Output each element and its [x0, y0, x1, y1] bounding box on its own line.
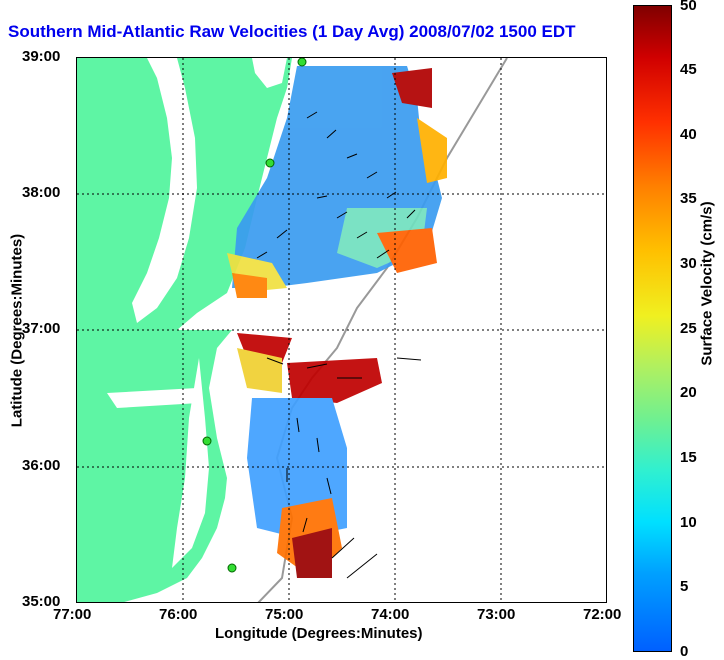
y-tick-label: 36:00: [22, 457, 61, 474]
x-tick-label: 76:00: [159, 606, 198, 623]
colorbar-label: Surface Velocity (cm/s): [698, 201, 716, 366]
colorbar-tick: 5: [680, 578, 689, 595]
map-plot-area[interactable]: [76, 57, 607, 603]
y-tick-label: 35:00: [22, 593, 61, 610]
x-tick-label: 75:00: [265, 606, 304, 623]
x-tick-label: 77:00: [53, 606, 92, 623]
map-title: Southern Mid-Atlantic Raw Velocities (1 …: [8, 22, 576, 41]
colorbar-tick: 10: [680, 514, 697, 531]
y-tick-label: 37:00: [22, 320, 61, 337]
colorbar-tick: 30: [680, 255, 697, 272]
velocity-field-south: [237, 333, 382, 578]
station-marker: [202, 436, 212, 446]
x-tick-label: 74:00: [371, 606, 410, 623]
delaware-bay: [252, 58, 287, 88]
map-grid: [77, 58, 606, 602]
station-marker: [227, 563, 237, 573]
x-tick-label: 72:00: [583, 606, 622, 623]
radar-stations: [202, 58, 307, 573]
colorbar-tick: 40: [680, 126, 697, 143]
colorbar-tick: 50: [680, 0, 697, 14]
station-marker: [297, 58, 307, 67]
colorbar-tick: 25: [680, 320, 697, 337]
pamlico-sound: [172, 358, 209, 568]
chesapeake-bay: [132, 58, 197, 323]
y-tick-label: 38:00: [22, 184, 61, 201]
colorbar-tick: 45: [680, 61, 697, 78]
y-tick-label: 39:00: [22, 48, 61, 65]
x-axis-label: Longitude (Degrees:Minutes): [215, 625, 423, 642]
albemarle-sound: [107, 388, 199, 408]
colorbar-tick: 35: [680, 190, 697, 207]
y-axis-label: Latitude (Degrees:Minutes): [8, 233, 26, 428]
colorbar-tick: 20: [680, 384, 697, 401]
station-marker: [265, 158, 275, 168]
map-svg: [77, 58, 606, 602]
colorbar-tick: 15: [680, 449, 697, 466]
x-tick-label: 73:00: [477, 606, 516, 623]
velocity-vectors: [256, 111, 422, 579]
colorbar-tick: 0: [680, 643, 689, 660]
colorbar: [633, 5, 672, 652]
